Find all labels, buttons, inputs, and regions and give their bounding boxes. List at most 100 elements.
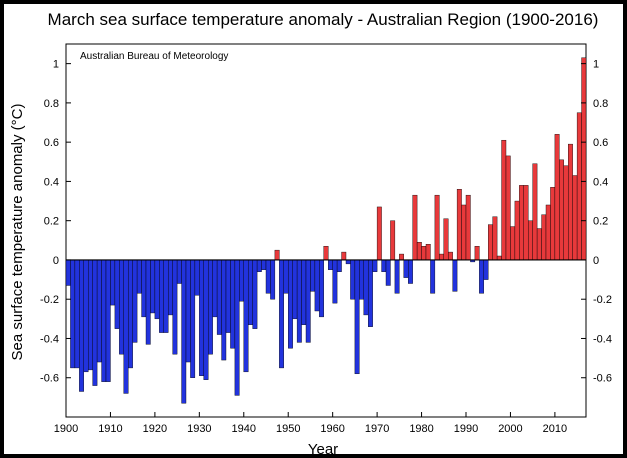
x-axis: 1900 1910 1920 1930 1940 1950 1960 1970 1980 1990… [54, 412, 567, 435]
x-tick-label: 1900 [54, 423, 78, 435]
bar-1951 [292, 259, 298, 320]
bar-1910 [110, 259, 116, 306]
bar-1969 [372, 259, 378, 272]
bar-1913 [123, 259, 129, 394]
bar-1907 [96, 259, 102, 363]
bar-2007 [541, 214, 547, 261]
bar-2011 [559, 159, 564, 261]
x-tick-label: 1990 [454, 423, 478, 435]
y-tick-label-right: 0.2 [593, 216, 608, 228]
bar-1973 [390, 220, 396, 261]
chart-title: March sea surface temperature anomaly - … [48, 10, 599, 29]
bar-1978 [412, 194, 418, 261]
chart-svg: March sea surface temperature anomaly - … [9, 10, 612, 454]
bar-1923 [168, 259, 173, 316]
bars-group [65, 57, 587, 404]
bar-1974 [394, 259, 400, 294]
source-annotation: Australian Bureau of Meteorology [80, 51, 228, 62]
bar-1956 [314, 259, 320, 312]
bar-1927 [185, 259, 191, 363]
bar-1981 [425, 244, 431, 261]
bar-1959 [328, 259, 333, 270]
bar-2001 [514, 200, 520, 261]
bar-1953 [301, 259, 307, 325]
bar-2002 [519, 185, 524, 261]
bar-1984 [439, 253, 444, 261]
bar-1944 [261, 259, 267, 270]
bar-1943 [256, 259, 262, 272]
bar-2009 [550, 187, 556, 261]
y-tick-label-right: 1 [593, 59, 599, 71]
y-tick-label-right: 0.8 [593, 98, 608, 110]
bar-1979 [416, 242, 422, 261]
bar-1966 [359, 259, 364, 300]
bar-1950 [288, 259, 293, 349]
y-axis-label: Sea surface temperature anomaly (°C) [9, 104, 26, 361]
plot-area [65, 43, 587, 418]
y-tick-label-left: -0.4 [40, 333, 59, 345]
bar-1916 [136, 259, 142, 294]
bar-2013 [568, 143, 573, 261]
bar-2016 [581, 57, 587, 261]
bar-1938 [234, 259, 240, 396]
bar-2012 [563, 165, 569, 261]
x-tick-label: 1980 [409, 423, 433, 435]
bar-1945 [265, 259, 271, 294]
bar-1902 [74, 259, 80, 369]
bar-1909 [105, 259, 111, 382]
bar-2014 [572, 175, 578, 261]
bar-1937 [230, 259, 236, 349]
bar-1967 [363, 259, 369, 316]
bar-1975 [399, 253, 404, 261]
bar-1999 [505, 155, 511, 261]
bar-1929 [194, 259, 200, 296]
bar-1986 [448, 251, 453, 261]
bar-1947 [274, 249, 280, 261]
x-tick-label: 1940 [232, 423, 256, 435]
bar-1911 [114, 259, 120, 329]
x-tick-label: 1910 [98, 423, 122, 435]
bar-1983 [434, 194, 440, 261]
bar-1972 [385, 259, 391, 286]
y-tick-label-left: -0.6 [40, 373, 59, 385]
y-tick-label-left: 0.6 [44, 137, 59, 149]
y-tick-label-right: 0.6 [593, 137, 608, 149]
bar-1989 [461, 204, 467, 261]
bar-1900 [65, 259, 71, 286]
y-tick-label-right: -0.6 [593, 373, 612, 385]
bar-1949 [283, 259, 289, 294]
bar-1912 [119, 259, 124, 355]
bar-1918 [145, 259, 151, 345]
bar-1915 [132, 259, 138, 343]
y-axis-right: -0.6 -0.4 -0.2 0 0.2 0.4 0.6 0.8 1 [581, 59, 612, 385]
x-tick-label: 1970 [365, 423, 389, 435]
y-tick-label-left: 0.8 [44, 98, 59, 110]
bar-1998 [501, 139, 507, 261]
bar-1905 [88, 259, 93, 371]
bar-1948 [279, 259, 284, 369]
bar-1946 [270, 259, 276, 300]
bar-2015 [576, 112, 582, 261]
bar-1960 [332, 259, 338, 304]
bar-1919 [150, 259, 156, 314]
x-tick-label: 1960 [320, 423, 344, 435]
bar-1962 [341, 251, 347, 261]
bar-1977 [408, 259, 413, 284]
bar-1917 [141, 259, 147, 318]
bar-1901 [70, 259, 76, 369]
bar-2003 [523, 185, 529, 261]
y-tick-label-right: -0.4 [593, 333, 612, 345]
bar-2006 [536, 228, 542, 261]
bar-1982 [430, 259, 436, 294]
y-tick-label-right: -0.2 [593, 294, 612, 306]
x-axis-label: Year [308, 441, 338, 454]
bar-1942 [252, 259, 258, 329]
bar-1964 [350, 259, 356, 300]
bar-1990 [465, 194, 471, 261]
bar-1980 [421, 246, 427, 261]
chart-frame: March sea surface temperature anomaly - … [4, 4, 623, 454]
bar-1925 [176, 259, 182, 284]
bar-1903 [79, 259, 84, 392]
bar-1926 [181, 259, 187, 404]
x-tick-label: 1930 [187, 423, 211, 435]
